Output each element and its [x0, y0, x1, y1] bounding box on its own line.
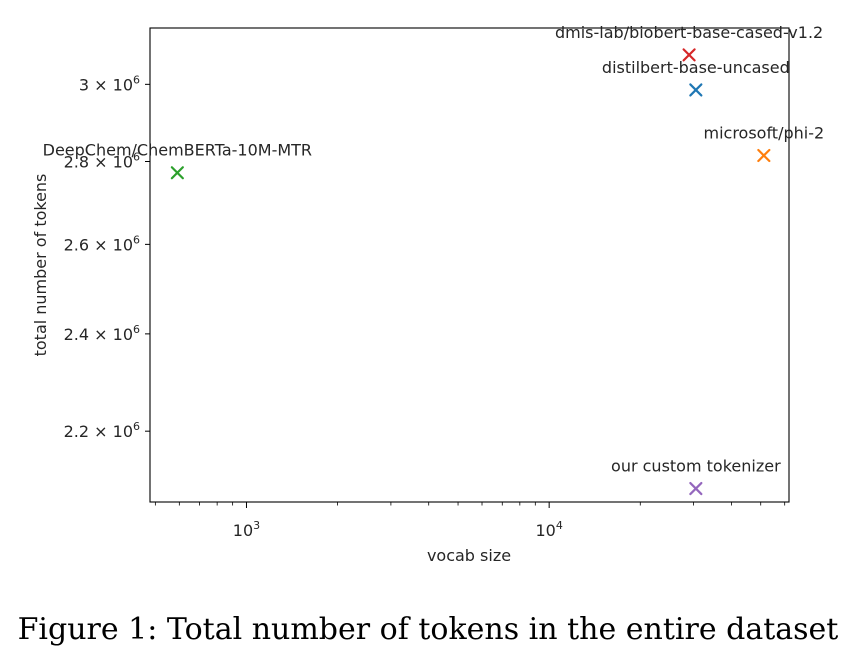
y-tick-label: 3 × 106 [79, 73, 140, 94]
data-point-marker [682, 48, 696, 62]
data-point-label: microsoft/phi-2 [703, 124, 824, 143]
y-tick-label: 2.8 × 106 [64, 150, 140, 171]
data-point-marker [170, 166, 184, 180]
data-point-label: our custom tokenizer [611, 457, 781, 476]
figure-caption: Figure 1: Total number of tokens in the … [17, 612, 839, 647]
y-tick-label: 2.4 × 106 [64, 323, 140, 344]
y-axis-label: total number of tokens [31, 174, 50, 357]
plot-frame [149, 27, 790, 503]
data-point-marker [757, 148, 771, 163]
y-tick-label: 2.6 × 106 [64, 233, 140, 254]
y-tick-label: 2.2 × 106 [64, 420, 140, 441]
data-point-label: DeepChem/ChemBERTa-10M-MTR [43, 141, 312, 160]
x-tick-label: 103 [233, 519, 260, 540]
data-point-label: dmis-lab/biobert-base-cased-v1.2 [555, 23, 823, 42]
data-point-label: distilbert-base-uncased [602, 58, 790, 77]
x-tick-label: 104 [535, 519, 562, 540]
data-point-marker [689, 481, 703, 496]
x-axis-label: vocab size [427, 546, 511, 565]
data-point-marker [689, 83, 703, 97]
